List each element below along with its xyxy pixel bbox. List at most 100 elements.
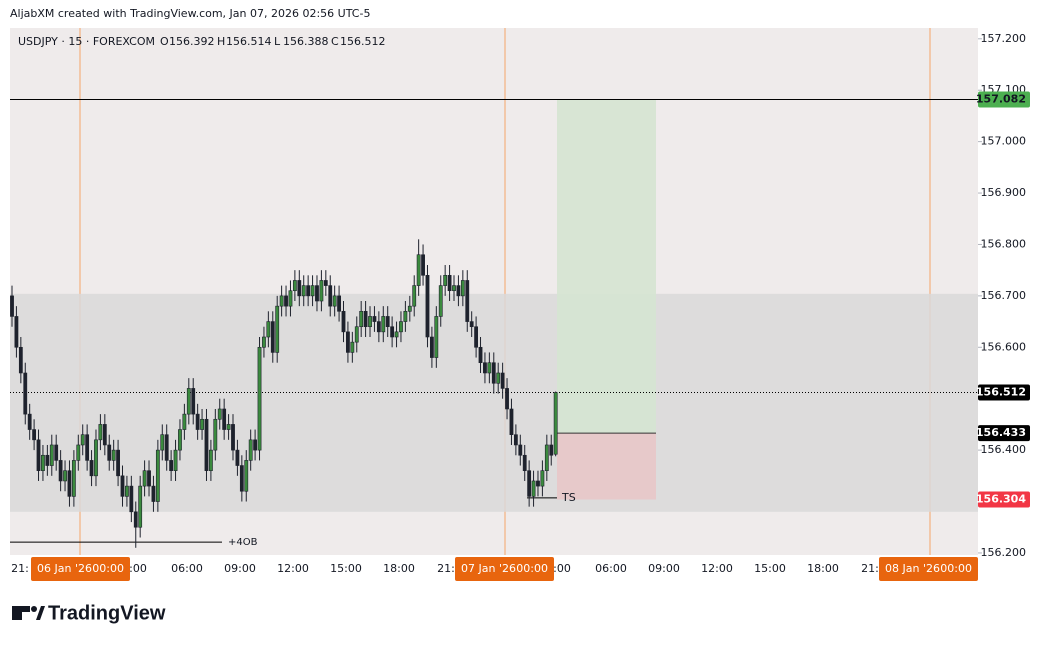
candle-body <box>416 254 421 286</box>
y-tick-label: 156.800 <box>981 237 1027 250</box>
y-tick-label: 157.200 <box>981 32 1027 45</box>
candle-body <box>319 280 324 302</box>
logo-mark <box>36 606 45 620</box>
candle-body <box>412 285 417 307</box>
candle-body <box>500 372 505 389</box>
x-tick-label: 12:00 <box>277 562 309 575</box>
candle-body <box>191 388 196 415</box>
candle-body <box>244 460 249 492</box>
candle-body <box>253 439 258 451</box>
candle-body <box>478 346 483 364</box>
candle-body <box>354 326 359 343</box>
candle-body <box>332 295 337 307</box>
candle-body <box>18 346 23 374</box>
logo: TradingView <box>12 602 166 624</box>
candle-body <box>129 485 134 513</box>
candle-body <box>32 429 37 441</box>
candle-body <box>67 470 72 497</box>
candle-body <box>142 470 147 487</box>
candle-body <box>195 413 200 430</box>
candle-body <box>421 254 425 276</box>
candle-body <box>27 413 32 430</box>
candle-body <box>89 460 94 477</box>
x-tick-label: :00 <box>553 562 571 575</box>
candle-body <box>350 341 355 353</box>
candle-body <box>341 310 346 333</box>
x-tick-label: 21: <box>437 562 455 575</box>
candle-body <box>425 275 430 338</box>
logo-mark <box>12 606 22 620</box>
logo-mark <box>22 606 30 612</box>
candle-body <box>315 285 319 302</box>
ohlc-label: L <box>274 35 281 48</box>
candle-body <box>266 321 271 338</box>
price-label-box <box>978 425 1030 442</box>
ohlc-value: 156.388 <box>283 35 329 48</box>
candle-body <box>284 295 288 307</box>
ohlc-legend: O 156.392 H 156.514 L 156.388 C 156.512 <box>160 35 386 48</box>
candle-body <box>49 444 54 466</box>
candle-body <box>85 434 90 461</box>
candle-body <box>164 434 169 461</box>
ohlc-label: O <box>160 35 169 48</box>
candle-body <box>372 316 377 322</box>
candle-body <box>549 444 554 456</box>
time-label: 00:00 <box>92 562 124 575</box>
candle-body <box>513 434 518 446</box>
x-tick-label: 06:00 <box>595 562 627 575</box>
ohlc-label: C <box>331 35 339 48</box>
candle-body <box>346 331 350 353</box>
position-target <box>557 99 656 434</box>
y-tick-label: 156.600 <box>981 340 1027 353</box>
candle-body <box>262 336 266 348</box>
candle-body <box>527 470 532 497</box>
price-label-box <box>978 384 1030 401</box>
candle-body <box>209 449 213 471</box>
x-tick-label: 12:00 <box>701 562 733 575</box>
ts-label: TS <box>561 491 576 504</box>
candle-body <box>363 310 368 328</box>
candle-body <box>505 388 509 410</box>
candle-body <box>323 280 328 286</box>
candle-body <box>310 285 315 297</box>
candle-body <box>403 310 408 322</box>
y-tick-label: 156.200 <box>981 546 1027 559</box>
candle-body <box>248 439 253 461</box>
candle-body <box>173 449 178 471</box>
ohlc-value: 156.512 <box>340 35 386 48</box>
candle-body <box>491 362 496 384</box>
candle-body <box>71 460 76 497</box>
candle-body <box>399 321 403 333</box>
y-tick-label: 156.700 <box>981 289 1027 302</box>
candle-body <box>178 429 182 451</box>
candle-body <box>222 408 227 430</box>
candle-body <box>279 295 284 307</box>
candle-body <box>469 321 474 328</box>
candle-body <box>58 460 63 482</box>
logo-text: TradingView <box>48 602 166 624</box>
candle-body <box>438 285 443 317</box>
candle-body <box>540 470 545 487</box>
candle-body <box>292 280 297 292</box>
ohlc-value: 156.514 <box>226 35 272 48</box>
candle-body <box>270 321 275 353</box>
candle-body <box>465 280 470 322</box>
logo-mark <box>31 606 37 612</box>
price-label: 156.304 <box>976 492 1026 505</box>
x-tick-label: 09:00 <box>224 562 256 575</box>
candle-body <box>496 372 501 384</box>
candle-body <box>456 285 461 297</box>
candle-body <box>509 408 514 435</box>
candle-body <box>120 475 125 497</box>
x-tick-label: 21: <box>11 562 29 575</box>
price-label: 156.433 <box>976 426 1026 439</box>
price-label: 157.082 <box>976 92 1026 105</box>
candle-body <box>200 418 204 430</box>
candle-body <box>169 460 174 471</box>
price-label-box <box>978 91 1030 108</box>
x-tick-label: 18:00 <box>383 562 415 575</box>
symbol: USDJPY · 15 · FOREXCOM <box>18 35 155 48</box>
candle-body <box>553 392 558 455</box>
candle-body <box>204 418 209 471</box>
